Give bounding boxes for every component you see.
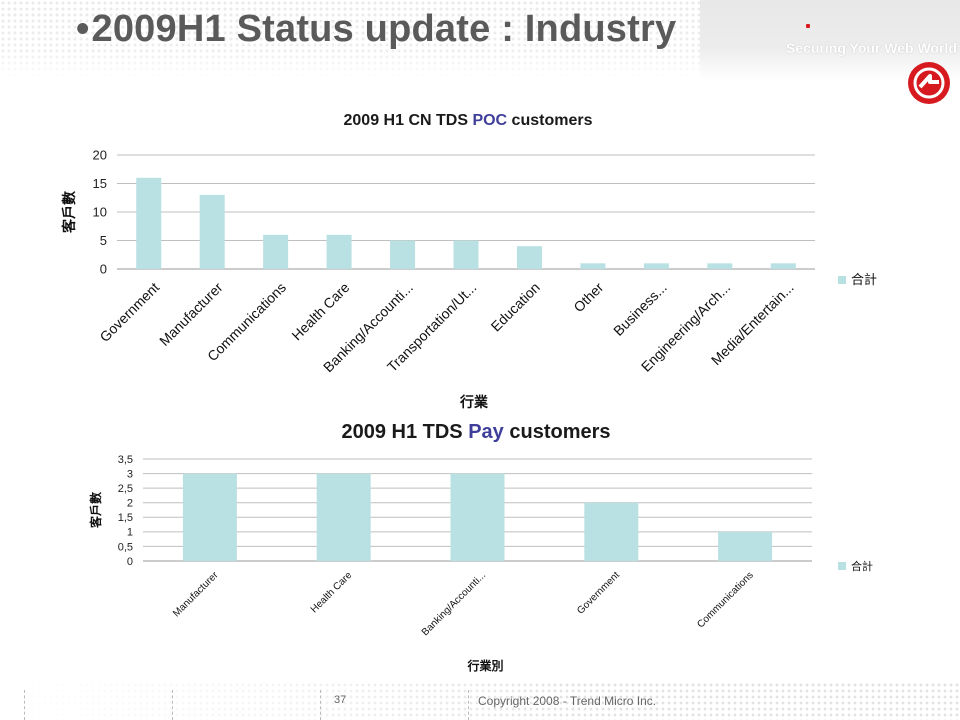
footer-separator xyxy=(24,690,25,720)
y-tick-label: 1,5 xyxy=(118,512,133,524)
chart-title-part: customers xyxy=(504,421,611,443)
chart-title-part: 2009 H1 CN TDS xyxy=(344,112,473,129)
brand-tagline: Securing Your Web World xyxy=(786,40,957,56)
y-axis-title: 客戶數 xyxy=(61,191,77,234)
footer-separator xyxy=(320,690,321,720)
bar xyxy=(316,473,371,561)
slide-title: •2009H1 Status update : Industry xyxy=(76,8,676,51)
header-fade xyxy=(0,0,960,80)
legend-swatch xyxy=(838,562,846,570)
y-tick-label: 0,5 xyxy=(118,541,133,553)
x-tick-label: Health Care xyxy=(309,570,355,616)
x-tick-label: Education xyxy=(488,279,543,334)
footer-separator xyxy=(468,690,469,720)
chart-title-accent: Pay xyxy=(468,421,504,443)
x-tick-label: Health Care xyxy=(288,279,352,343)
title-bullet: • xyxy=(76,8,90,50)
chart-title-accent: POC xyxy=(472,112,507,129)
x-axis-title: 行業別 xyxy=(466,658,503,673)
x-tick-label: Business... xyxy=(610,279,670,339)
bar xyxy=(390,240,416,269)
x-tick-label: Government xyxy=(96,279,162,345)
trend-micro-logo-icon xyxy=(908,62,950,104)
x-tick-label: Banking/Accounti... xyxy=(420,570,488,638)
y-tick-label: 1 xyxy=(127,527,133,539)
bar xyxy=(770,263,796,269)
charts-canvas: 2009 H1 CN TDS POC customers05101520Gove… xyxy=(61,112,877,673)
y-tick-label: 15 xyxy=(93,176,107,191)
bar xyxy=(580,263,606,269)
bar xyxy=(584,502,639,561)
x-tick-label: Government xyxy=(575,570,622,617)
x-tick-label: Communications xyxy=(695,570,755,630)
y-tick-label: 2,5 xyxy=(118,483,133,495)
bar xyxy=(453,240,479,269)
bar xyxy=(707,263,733,269)
x-tick-label: Other xyxy=(570,279,606,315)
y-axis-title: 客戶數 xyxy=(88,492,103,529)
chart-title: 2009 H1 CN TDS POC customers xyxy=(344,112,593,129)
x-axis-title: 行業 xyxy=(459,394,489,410)
chart-title-part: customers xyxy=(507,112,592,129)
bar xyxy=(643,263,669,269)
bar xyxy=(450,473,505,561)
y-tick-label: 2 xyxy=(127,498,133,510)
legend-label: 合計 xyxy=(851,559,873,573)
bar xyxy=(182,473,237,561)
bar xyxy=(263,234,289,269)
slide-title-text: 2009H1 Status update : Industry xyxy=(91,8,677,50)
chart-title-part: 2009 H1 TDS xyxy=(341,421,468,443)
bar xyxy=(199,194,225,269)
brand-red-dot xyxy=(806,24,810,28)
y-tick-label: 20 xyxy=(93,148,107,163)
y-tick-label: 3 xyxy=(127,468,133,480)
y-tick-label: 3,5 xyxy=(118,454,133,466)
copyright-text: Copyright 2008 - Trend Micro Inc. xyxy=(478,694,657,708)
footer-fade xyxy=(0,682,960,720)
bar xyxy=(326,234,352,269)
bar xyxy=(718,531,773,561)
bar xyxy=(136,177,162,269)
page-number: 37 xyxy=(334,694,347,706)
y-tick-label: 10 xyxy=(93,205,107,220)
bar xyxy=(516,246,542,269)
x-tick-label: Manufacturer xyxy=(171,569,221,619)
x-tick-label: Manufacturer xyxy=(156,279,226,349)
legend-label: 合計 xyxy=(851,272,877,287)
footer-separator xyxy=(172,690,173,720)
legend-swatch xyxy=(838,276,846,284)
chart-title: 2009 H1 TDS Pay customers xyxy=(341,421,610,443)
y-tick-label: 0 xyxy=(100,262,107,277)
y-tick-label: 0 xyxy=(127,556,133,568)
y-tick-label: 5 xyxy=(100,233,107,248)
